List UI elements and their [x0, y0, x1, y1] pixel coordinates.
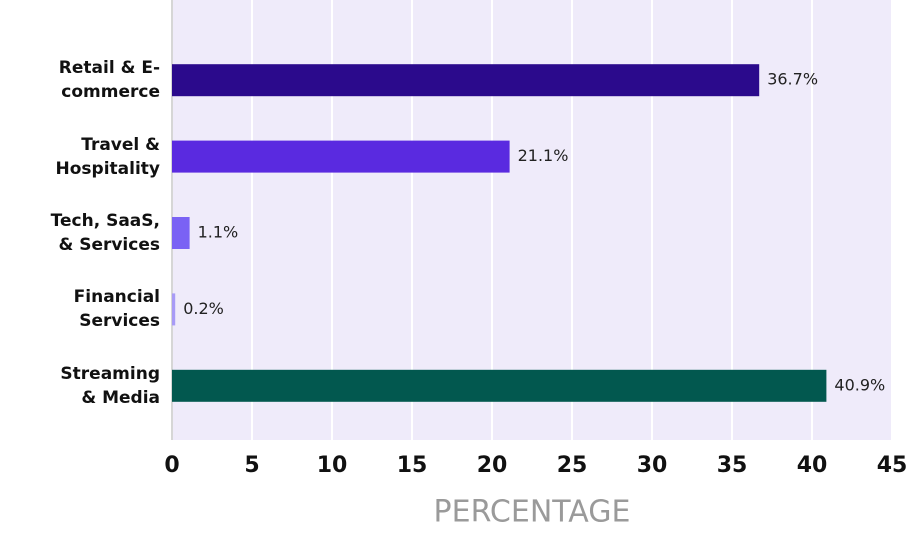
y-tick-label: Tech, SaaS, & Services	[50, 211, 160, 255]
bar	[172, 217, 190, 249]
x-tick-label: 45	[877, 453, 908, 478]
x-tick-label: 30	[637, 453, 668, 478]
y-tick-label: Streaming & Media	[60, 363, 160, 408]
value-label: 40.9%	[834, 375, 885, 394]
bar	[172, 369, 827, 402]
x-tick-label: 25	[557, 453, 588, 478]
bar	[172, 64, 760, 97]
x-tick-label: 10	[317, 453, 348, 478]
y-tick-label: Travel & Hospitality	[55, 134, 160, 179]
x-tick-label: 20	[477, 453, 508, 478]
x-tick-label: 0	[164, 453, 179, 478]
value-label: 21.1%	[518, 146, 569, 165]
x-tick-label: 5	[244, 453, 259, 478]
x-tick-label: 35	[717, 453, 748, 478]
value-label: 0.2%	[183, 299, 224, 318]
x-tick-label: 15	[397, 453, 428, 478]
y-tick-label: Retail & E-commerce	[58, 58, 160, 103]
x-tick-label: 40	[797, 453, 828, 478]
bar	[172, 293, 176, 326]
value-label: 36.7%	[767, 70, 818, 89]
value-label: 1.1%	[198, 223, 239, 242]
bar	[172, 140, 510, 173]
x-axis-title: PERCENTAGE	[434, 495, 631, 530]
y-tick-label: Financial Services	[73, 287, 160, 332]
